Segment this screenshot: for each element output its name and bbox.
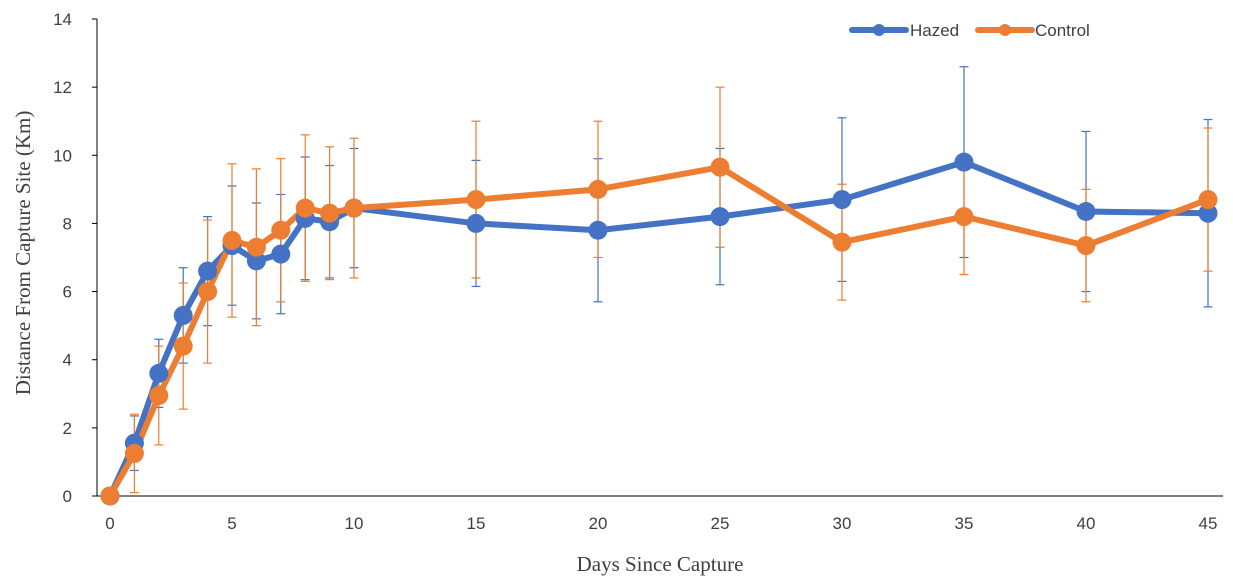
control-point <box>588 179 608 199</box>
legend-marker-hazed <box>873 24 885 36</box>
control-point <box>344 198 364 218</box>
hazed-point <box>466 213 486 233</box>
hazed-point <box>149 363 169 383</box>
control-point <box>198 282 218 302</box>
y-tick-label: 10 <box>53 146 72 165</box>
x-tick-label: 25 <box>711 514 730 533</box>
control-point <box>124 443 144 463</box>
y-tick-label: 0 <box>63 487 72 506</box>
hazed-point <box>198 261 218 281</box>
hazed-point <box>246 251 266 271</box>
x-tick-label: 40 <box>1077 514 1096 533</box>
hazed-series-line <box>107 159 1211 499</box>
control-point <box>954 207 974 227</box>
y-tick-label: 2 <box>63 419 72 438</box>
legend: Hazed Control <box>849 21 1090 40</box>
x-tick-label: 10 <box>345 514 364 533</box>
hazed-point <box>1076 202 1096 222</box>
control-point <box>1198 190 1218 210</box>
error-bars <box>129 66 1213 494</box>
legend-item-control: Control <box>975 21 1090 40</box>
hazed-point <box>173 305 193 325</box>
hazed-point <box>710 207 730 227</box>
series-points <box>100 152 1218 506</box>
control-point <box>222 230 242 250</box>
control-point <box>271 220 291 240</box>
hazed-point <box>588 220 608 240</box>
hazed-point <box>954 152 974 172</box>
control-point <box>1076 236 1096 256</box>
series-lines <box>107 159 1211 499</box>
legend-label-control: Control <box>1035 21 1090 40</box>
control-series-line <box>107 164 1211 499</box>
y-tick-label: 4 <box>63 351 72 370</box>
control-point <box>149 385 169 405</box>
control-point <box>100 486 120 506</box>
control-point <box>832 232 852 252</box>
x-tick-label: 15 <box>467 514 486 533</box>
control-point <box>295 198 315 218</box>
x-tick-label: 5 <box>227 514 236 533</box>
tick-labels: 0 2 4 6 8 10 12 14 0 5 10 15 20 25 30 35 40 45 <box>53 10 1217 533</box>
hazed-point <box>271 244 291 264</box>
legend-marker-control <box>999 24 1011 36</box>
y-tick-label: 14 <box>53 10 72 29</box>
x-tick-label: 20 <box>589 514 608 533</box>
x-tick-label: 45 <box>1199 514 1218 533</box>
legend-label-hazed: Hazed <box>910 21 959 40</box>
control-point <box>466 190 486 210</box>
control-point <box>246 237 266 257</box>
control-point <box>710 157 730 177</box>
control-point <box>320 203 340 223</box>
y-tick-label: 12 <box>53 78 72 97</box>
y-tick-label: 6 <box>63 283 72 302</box>
x-tick-label: 30 <box>833 514 852 533</box>
x-tick-label: 0 <box>105 514 114 533</box>
legend-item-hazed: Hazed <box>849 21 959 40</box>
x-tick-label: 35 <box>955 514 974 533</box>
y-axis-title: Distance From Capture Site (Km) <box>11 111 35 396</box>
control-point <box>173 336 193 356</box>
y-tick-label: 8 <box>63 214 72 233</box>
hazed-point <box>1198 203 1218 223</box>
x-axis-title: Days Since Capture <box>577 552 744 576</box>
hazed-point <box>832 190 852 210</box>
axes <box>96 19 1223 497</box>
